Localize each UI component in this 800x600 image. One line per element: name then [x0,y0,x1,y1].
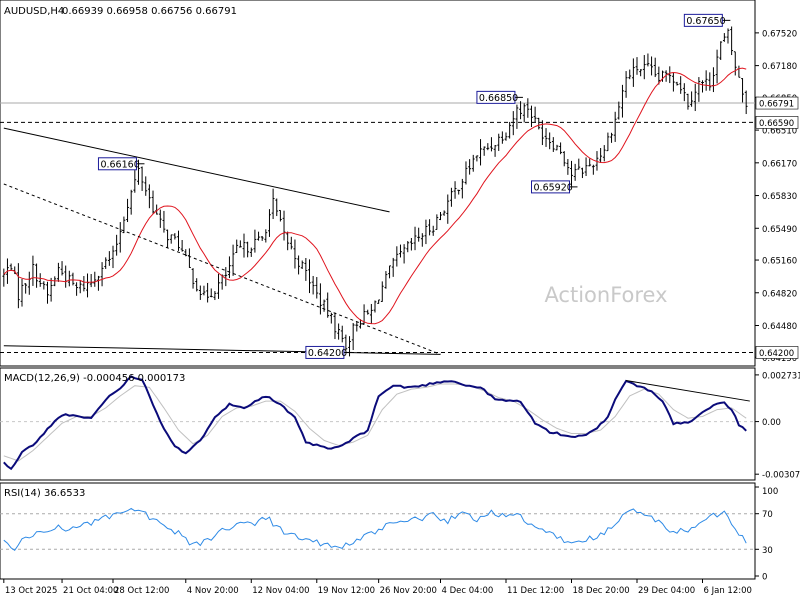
current-price-label-box [755,96,799,110]
price-tick-label: 0.66170 [762,159,797,169]
rsi-title: RSI(14) 36.6533 [4,488,85,499]
time-tick-label: 19 Nov 12:00 [318,586,375,596]
annotation-label: 0.67650 [686,16,725,27]
time-tick-label: 11 Dec 12:00 [507,586,564,596]
annotation-box [476,90,516,104]
trendline [3,345,441,355]
time-tick-label: 21 Oct 04:00 [63,586,118,596]
time-tick-label: 4 Dec 04:00 [442,586,494,596]
time-tick-label: 18 Dec 20:00 [573,586,630,596]
macd-tick-label: -0.003077 [762,471,800,481]
macd-tick-label: 0.00 [762,418,781,428]
symbol-title: AUDUSD,H4 [4,6,64,17]
rsi-tick-label: 0 [762,573,767,583]
price-tick-label: 0.67180 [762,62,797,72]
annotation-label: 0.65920 [534,182,573,193]
price-annotations: 0.67650 0.66850 0.66160 0.65920 0.64200 [97,13,731,359]
annotation-box [97,157,137,171]
price-tick-label: 0.64150 [762,354,797,364]
rsi-axis: 100 70 30 0 [755,486,778,583]
rsi-panel: 100 70 30 0 RSI(14) 36.6533 [0,482,778,583]
macd-axis: 0.002731 0.00 -0.003077 [755,371,800,481]
watermark: ActionForex [544,283,667,307]
trendline [3,183,441,355]
current-price-label: 0.66791 [759,100,794,110]
price-tick-label: 0.65490 [762,225,797,235]
rsi-line [3,507,747,551]
macd-trendline [626,380,750,402]
annotation-label: 0.64200 [308,348,347,359]
price-tick-label: 0.66510 [762,127,797,137]
rsi-tick-label: 30 [762,546,773,556]
macd-signal-line [3,383,747,462]
price-axis: 0.675200.671800.668500.665100.661700.658… [755,29,799,364]
price-panel: ActionForex 0.67650 0.66850 0.66160 0.65920… [0,0,799,367]
trendline [3,127,390,213]
price-tick-label: 0.67520 [762,29,797,39]
price-bars [2,26,748,357]
moving-average-line [3,67,747,325]
price-tick-label: 0.64480 [762,322,797,332]
macd-tick-label: 0.002731 [762,371,800,381]
rsi-tick-label: 70 [762,510,773,520]
trendlines [3,127,441,355]
time-tick-label: 12 Nov 04:00 [252,586,309,596]
time-tick-label: 26 Nov 20:00 [380,586,437,596]
price-reference-lines [0,102,755,353]
price-tick-label: 0.65160 [762,257,797,267]
macd-line [3,375,747,471]
macd-title: MACD(12,26,9) -0.000456 0.000173 [4,373,185,384]
time-tick-label: 4 Nov 20:00 [187,586,239,596]
price-tick-label: 0.65830 [762,192,797,202]
ohlc-readout: 0.66939 0.66958 0.66756 0.66791 [62,6,237,17]
macd-panel: 0.002731 0.00 -0.003077 MACD(12,26,9) -0.0… [0,367,800,481]
rsi-panel-frame [0,482,756,580]
annotation-label: 0.66160 [100,159,139,170]
time-tick-label: 6 Jan 12:00 [704,586,752,596]
level-price-label-box [755,116,799,129]
time-tick-label: 28 Oct 12:00 [114,586,169,596]
annotation-box [683,13,723,27]
rsi-tick-label: 100 [762,487,778,497]
low-price-label: 0.64200 [759,349,794,359]
annotation-box [305,345,345,359]
low-price-label-box [755,346,799,359]
annotation-label: 0.66850 [479,93,518,104]
time-tick-label: 13 Oct 2025 [5,586,58,596]
macd-panel-frame [0,367,756,481]
annotation-box [531,180,571,194]
price-panel-frame [0,0,756,367]
time-tick-label: 29 Dec 04:00 [638,586,695,596]
price-tick-label: 0.64820 [762,289,797,299]
level-price-label: 0.66590 [759,119,794,129]
